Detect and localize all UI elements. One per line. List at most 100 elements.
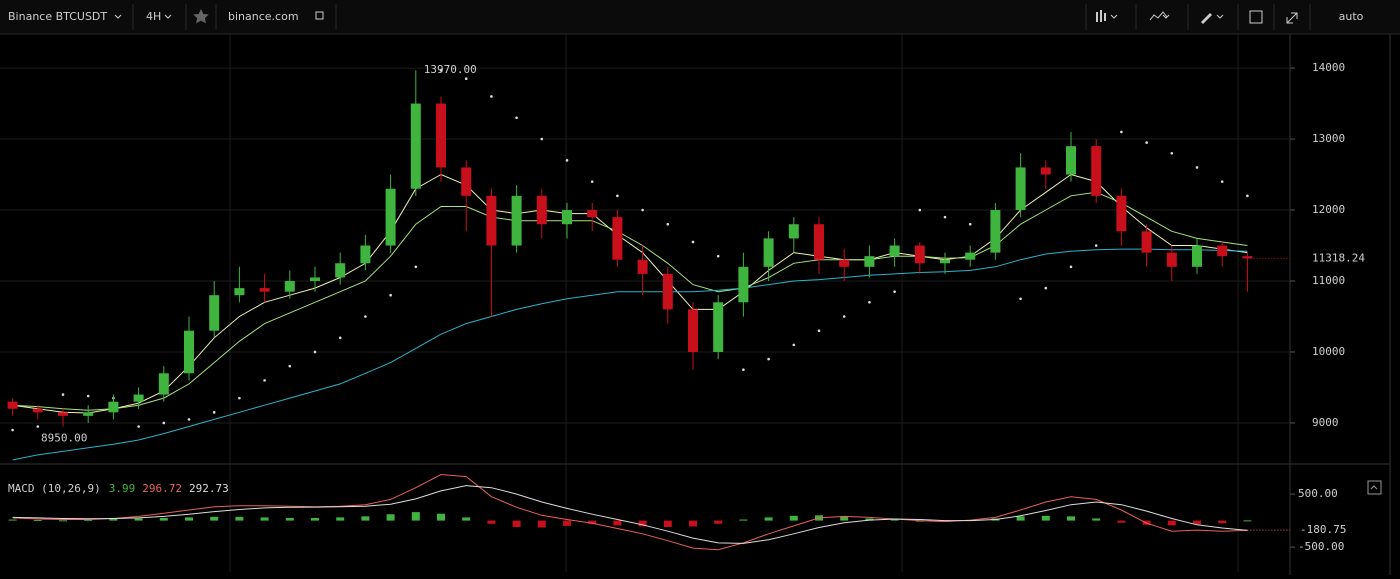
interval-button[interactable]: 4H (146, 10, 172, 23)
macd-legend-value: 296.72 (142, 482, 182, 495)
macd-histogram-bar (210, 516, 219, 521)
symbol-button[interactable]: Binance BTCUSDT (8, 10, 122, 23)
macd-histogram-bar (437, 513, 445, 521)
candle-body (461, 167, 472, 196)
macd-histogram-bar (336, 517, 345, 521)
sar-dot (716, 254, 720, 258)
candle-body (7, 401, 18, 409)
candle-body (637, 259, 648, 274)
candle-body (940, 259, 950, 264)
candle-body (763, 238, 774, 267)
macd-line (12, 473, 1248, 551)
y-tick-label: 14000 (1312, 61, 1345, 74)
sar-dot (212, 411, 216, 414)
candle-body (58, 412, 68, 416)
candle-body (914, 245, 925, 264)
candle-body (562, 210, 572, 225)
candle-body (1141, 231, 1152, 253)
sar-dot (490, 95, 493, 98)
sar-dot (767, 357, 770, 361)
source-link[interactable]: binance.com (228, 10, 299, 23)
macd-histogram-bar (1193, 520, 1201, 525)
candle-body (587, 210, 598, 218)
sar-dot (439, 68, 443, 72)
macd-histogram-bar (8, 519, 17, 521)
y-tick-label: 11000 (1312, 274, 1345, 287)
fullscreen-icon[interactable] (1286, 12, 1298, 24)
macd-histogram-bar (613, 520, 622, 526)
macd-histogram-bar (789, 515, 798, 521)
macd-histogram-bar (840, 516, 849, 521)
macd-histogram-bar (1041, 515, 1050, 521)
macd-histogram-bar (1117, 520, 1126, 523)
candle-body (814, 224, 824, 260)
toolbar (0, 0, 1400, 34)
macd-histogram-bar (487, 520, 496, 524)
sar-dot (313, 350, 317, 354)
candle-body (536, 195, 547, 225)
sar-dot (36, 425, 40, 428)
candle-body (1116, 195, 1127, 232)
sar-dot (893, 290, 896, 293)
sar-dot (338, 336, 342, 340)
macd-histogram-bar (386, 514, 395, 521)
candle-body (360, 245, 371, 264)
external-icon (315, 11, 324, 20)
candle-body (410, 103, 421, 189)
macd-histogram-bar (563, 520, 571, 526)
sar-dot (742, 368, 745, 372)
sar-dot (868, 300, 871, 304)
last-price-label: 11318.24 (1312, 251, 1365, 264)
macd-histogram-bar (134, 518, 143, 521)
candle-body (1040, 167, 1051, 175)
macd-histogram-bar (537, 520, 546, 528)
collapse-button[interactable] (1367, 480, 1382, 495)
symbol[interactable]: Binance BTCUSDT (8, 10, 107, 23)
bars-icon[interactable] (1096, 10, 1106, 22)
moving-average (12, 248, 1248, 461)
macd-histogram-bar (159, 517, 168, 521)
interval[interactable]: 4H (146, 10, 161, 23)
moving-average (12, 191, 1248, 411)
macd-histogram-bar (1067, 516, 1075, 521)
sar-dot (137, 425, 140, 428)
scale-mode[interactable]: auto (1339, 10, 1364, 23)
sar-dot (1246, 194, 1249, 198)
candle-body (234, 288, 245, 296)
macd-histogram-bar (663, 520, 672, 527)
candle-body (385, 188, 396, 246)
sar-dot (11, 428, 14, 432)
macd-histogram-bar (1092, 518, 1101, 521)
macd-histogram-bar (185, 517, 193, 521)
macd-histogram-bar (109, 519, 118, 521)
candle-body (990, 210, 1001, 253)
candle-body (1091, 146, 1102, 196)
macd-histogram-bar (890, 519, 899, 521)
macd-histogram-bar (1016, 516, 1025, 521)
dropdown-icon (1216, 14, 1224, 19)
screenshot-icon[interactable] (1249, 10, 1263, 24)
signal-line (12, 485, 1248, 544)
indicators-icon[interactable] (1149, 11, 1168, 21)
sar-dot (1145, 141, 1148, 144)
candle-body (209, 295, 220, 331)
favorite-icon[interactable] (193, 9, 209, 24)
sar-dot (389, 293, 392, 297)
sar-dot (943, 215, 947, 219)
macd-histogram-bar (235, 516, 244, 521)
y-tick-label: 13000 (1312, 132, 1345, 145)
dropdown-icon (1162, 14, 1170, 19)
candle-body (108, 401, 119, 413)
last-macd-label: -180.75 (1300, 523, 1346, 536)
candle-body (335, 263, 346, 278)
candle-body (511, 195, 522, 246)
draw-icon[interactable] (1201, 13, 1212, 24)
macd-histogram-bar (260, 517, 269, 521)
macd-histogram-bar (588, 520, 597, 524)
macd-histogram-bar (59, 520, 67, 522)
low-annotation: 8950.00 (41, 432, 87, 445)
sar-dot (1019, 297, 1022, 301)
candle-body (32, 408, 43, 413)
